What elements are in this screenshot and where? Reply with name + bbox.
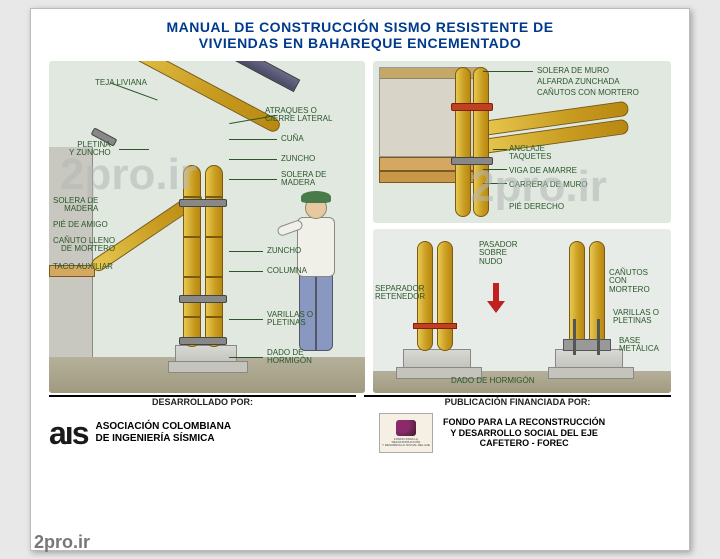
bamboo-rt-2 [473,67,489,217]
label-separador: SEPARADORRETENEDOR [375,285,411,302]
label-solera-top: SOLERA DEMADERA [53,197,98,214]
label-pasador: PASADORSOBRENUDO [479,241,518,266]
panel-right-column: SOLERA DE MURO ALFARDA ZUNCHADA CAÑUTOS … [373,61,671,393]
zuncho-top [179,199,227,207]
label-varillas: VARILLAS OPLETINAS [267,311,313,328]
label-cuna: CUÑA [281,135,304,143]
forec-logo: FONDO PARA LA RECONSTRUCCIÓNY DESARROLLO… [379,413,433,453]
label-solera-r: SOLERA DEMADERA [281,171,326,188]
title-line-1: MANUAL DE CONSTRUCCIÓN SISMO RESISTENTE … [51,19,669,35]
bamboo-rb-3 [569,241,585,351]
zuncho-mid [179,295,227,303]
bamboo-column-2 [205,165,223,347]
caption-right: PUBLICACIÓN FINANCIADA POR: [364,395,671,407]
puzzle-icon [396,420,416,436]
label-base-met: BASEMETÁLICA [619,337,667,354]
panel-right-top-diagram: SOLERA DE MURO ALFARDA ZUNCHADA CAÑUTOS … [373,61,671,223]
panel-right-bottom-diagram: SEPARADORRETENEDOR PASADORSOBRENUDO CAÑU… [373,229,671,393]
page-card: MANUAL DE CONSTRUCCIÓN SISMO RESISTENTE … [30,8,690,551]
label-atraques: ATRAQUES OCIERRE LATERAL [265,107,332,124]
zuncho-grey [451,157,493,165]
label-taco: TACO AUXILIAR [53,263,113,271]
bamboo-column-1 [183,165,201,347]
label-pletina: PLETINAY ZUNCHO [69,141,111,158]
title-block: MANUAL DE CONSTRUCCIÓN SISMO RESISTENTE … [31,9,689,57]
label-dado2: DADO DE HORMIGÓN [451,377,535,385]
forec-line-3: CAFETERO - FOREC [443,438,605,448]
watermark-bottom: 2pro.ir [34,532,90,553]
label-carrera: CARRERA DE MURO [509,181,588,189]
label-varillas2: VARILLAS OPLETINAS [613,309,667,326]
label-solera-muro: SOLERA DE MURO [537,67,609,75]
bamboo-rb-2 [437,241,453,351]
label-pie-derecho: PIÉ DERECHO [509,203,564,211]
caption-left: DESARROLLADO POR: [49,395,356,407]
panel-left-diagram: TEJA LIVIANA PLETINAY ZUNCHO SOLERA DEMA… [49,61,365,393]
forec-text: FONDO PARA LA RECONSTRUCCIÓN Y DESARROLL… [443,417,605,448]
title-line-2: VIVIENDAS EN BAHAREQUE ENCEMENTADO [51,35,669,51]
captions-row: DESARROLLADO POR: PUBLICACIÓN FINANCIADA… [31,393,689,407]
forec-line-1: FONDO PARA LA RECONSTRUCCIÓN [443,417,605,427]
separador [413,323,457,329]
footer-row: aıs ASOCIACIÓN COLOMBIANA DE INGENIERÍA … [31,407,689,453]
pedestal-rb-2 [555,349,623,379]
panels-row: TEJA LIVIANA PLETINAY ZUNCHO SOLERA DEMA… [31,57,689,393]
label-alfarda: ALFARDA ZUNCHADA [537,78,620,86]
label-teja: TEJA LIVIANA [95,79,147,87]
label-zuncho-mid: ZUNCHO [267,247,301,255]
label-pie-amigo: PIÉ DE AMIGO [53,221,108,229]
zuncho-red [451,103,493,111]
forec-tiny: FONDO PARA LA RECONSTRUCCIÓNY DESARROLLO… [380,438,432,447]
ais-org-text: ASOCIACIÓN COLOMBIANA DE INGENIERÍA SÍSM… [95,421,231,445]
forec-line-2: Y DESARROLLO SOCIAL DEL EJE [443,428,605,438]
zuncho-bot [179,337,227,345]
label-canutos: CAÑUTOS CON MORTERO [537,89,639,97]
pedestal-rb-1 [403,349,471,379]
base-metalica [563,339,611,351]
label-zuncho-top: ZUNCHO [281,155,315,163]
label-viga: VIGA DE AMARRE [509,167,577,175]
footer-right: FONDO PARA LA RECONSTRUCCIÓNY DESARROLLO… [379,413,671,453]
arrow-down-icon [481,283,511,313]
varilla-1 [573,319,576,355]
pedestal-left [175,345,237,373]
label-canuto: CAÑUTO LLENODE MORTERO [53,237,115,254]
label-columna: COLUMNA [267,267,307,275]
org-line-1: ASOCIACIÓN COLOMBIANA [95,421,231,433]
bamboo-rt-1 [455,67,471,217]
ais-logo: aıs [49,415,87,452]
footer-left: aıs ASOCIACIÓN COLOMBIANA DE INGENIERÍA … [49,415,379,452]
org-line-2: DE INGENIERÍA SÍSMICA [95,433,231,445]
label-anclaje: ANCLAJETAQUETES [509,145,552,162]
varilla-2 [597,319,600,355]
label-canutos2: CAÑUTOS CONMORTERO [609,269,667,294]
label-dado: DADO DEHORMIGÓN [267,349,312,366]
